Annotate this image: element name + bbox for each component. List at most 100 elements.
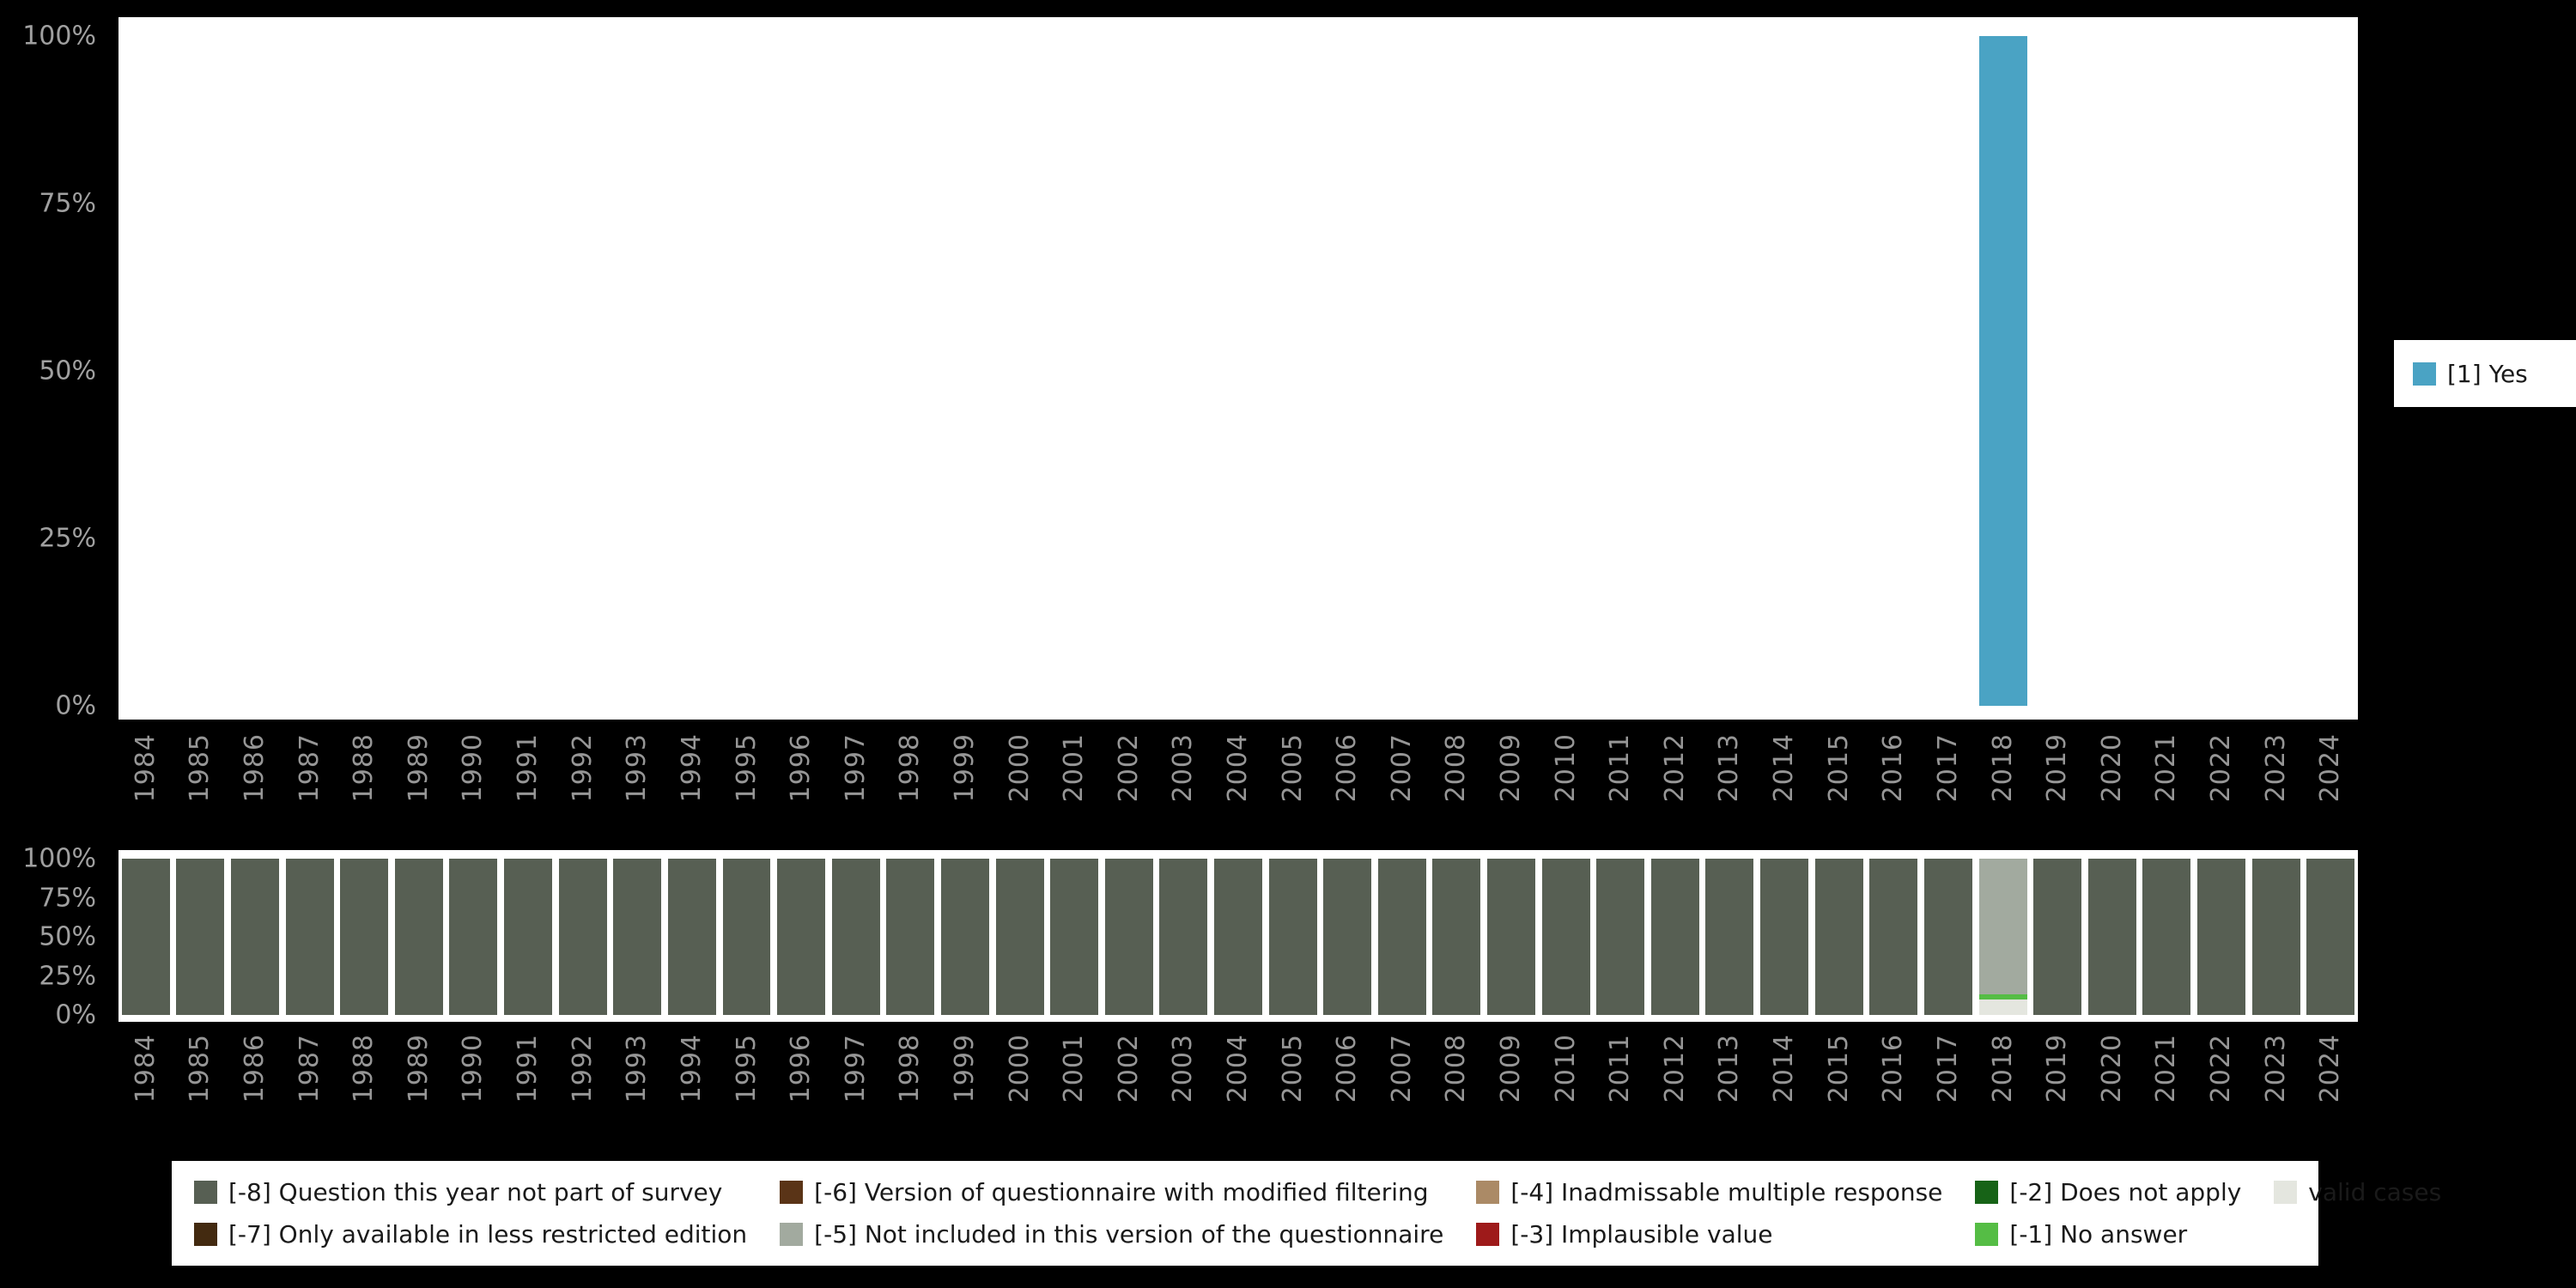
bar-segment[interactable] <box>1323 859 1372 1015</box>
bar-2010[interactable] <box>1542 36 1590 706</box>
bar-2009[interactable] <box>1487 859 1536 1015</box>
bar-1997[interactable] <box>832 36 880 706</box>
bar-1999[interactable] <box>941 36 989 706</box>
bar-segment[interactable] <box>831 859 880 1015</box>
bar-2012[interactable] <box>1650 859 1699 1015</box>
bar-segment[interactable] <box>1760 859 1809 1015</box>
bar-2017[interactable] <box>1924 36 1972 706</box>
bar-segment[interactable] <box>285 859 334 1015</box>
bar-segment[interactable] <box>1432 859 1481 1015</box>
bar-2013[interactable] <box>1705 859 1754 1015</box>
bar-2004[interactable] <box>1214 36 1262 706</box>
bar-segment[interactable] <box>1596 859 1645 1015</box>
bar-2013[interactable] <box>1705 36 1753 706</box>
bar-segment[interactable] <box>1487 859 1536 1015</box>
bar-2006[interactable] <box>1323 859 1372 1015</box>
bar-segment[interactable] <box>2251 859 2300 1015</box>
bar-segment[interactable] <box>2142 859 2191 1015</box>
bar-1986[interactable] <box>231 859 279 1015</box>
bar-1995[interactable] <box>722 859 771 1015</box>
bar-segment[interactable] <box>1978 999 2027 1015</box>
bar-segment[interactable] <box>340 859 389 1015</box>
bar-2008[interactable] <box>1432 859 1481 1015</box>
bar-2011[interactable] <box>1596 36 1644 706</box>
bar-segment[interactable] <box>449 859 498 1015</box>
bar-1986[interactable] <box>231 36 279 706</box>
bar-segment[interactable] <box>940 859 989 1015</box>
bar-1985[interactable] <box>176 36 224 706</box>
bar-segment[interactable] <box>886 859 935 1015</box>
bar-segment[interactable] <box>777 859 826 1015</box>
bar-1992[interactable] <box>558 859 607 1015</box>
bar-2016[interactable] <box>1869 36 1917 706</box>
bar-1989[interactable] <box>394 859 443 1015</box>
bar-1991[interactable] <box>504 36 552 706</box>
bar-segment[interactable] <box>2306 859 2355 1015</box>
bar-2014[interactable] <box>1760 36 1808 706</box>
bar-2021[interactable] <box>2142 859 2191 1015</box>
bar-1989[interactable] <box>395 36 443 706</box>
bar-2024[interactable] <box>2306 36 2354 706</box>
bar-2019[interactable] <box>2033 859 2082 1015</box>
bar-2022[interactable] <box>2196 859 2245 1015</box>
bar-segment[interactable] <box>1050 859 1099 1015</box>
bar-2023[interactable] <box>2252 36 2300 706</box>
bar-2010[interactable] <box>1541 859 1590 1015</box>
bar-2020[interactable] <box>2088 36 2136 706</box>
bar-segment[interactable] <box>1814 859 1863 1015</box>
bar-2020[interactable] <box>2087 859 2136 1015</box>
bar-2018[interactable] <box>1978 859 2027 1015</box>
bar-2024[interactable] <box>2306 859 2355 1015</box>
bar-2000[interactable] <box>995 859 1044 1015</box>
bar-2017[interactable] <box>1923 859 1972 1015</box>
bar-2005[interactable] <box>1269 36 1317 706</box>
bar-segment[interactable] <box>1869 859 1918 1015</box>
bar-2009[interactable] <box>1487 36 1535 706</box>
bar-2008[interactable] <box>1432 36 1480 706</box>
bar-2011[interactable] <box>1596 859 1645 1015</box>
bar-segment[interactable] <box>1923 859 1972 1015</box>
bar-segment[interactable] <box>504 859 553 1015</box>
bar-2018[interactable] <box>1978 36 2027 706</box>
bar-segment[interactable] <box>1978 994 2027 999</box>
bar-segment[interactable] <box>176 859 225 1015</box>
bar-segment[interactable] <box>1377 859 1426 1015</box>
bar-segment[interactable] <box>231 859 279 1015</box>
bar-1988[interactable] <box>340 36 388 706</box>
bar-2003[interactable] <box>1159 36 1207 706</box>
bar-1996[interactable] <box>777 36 825 706</box>
bar-1997[interactable] <box>831 859 880 1015</box>
bar-2002[interactable] <box>1105 36 1153 706</box>
bar-1996[interactable] <box>777 859 826 1015</box>
bar-1993[interactable] <box>613 859 662 1015</box>
bar-2012[interactable] <box>1651 36 1699 706</box>
bar-1994[interactable] <box>668 36 716 706</box>
bar-2004[interactable] <box>1214 859 1262 1015</box>
bar-2007[interactable] <box>1377 859 1426 1015</box>
bar-1993[interactable] <box>613 36 661 706</box>
bar-2019[interactable] <box>2033 36 2081 706</box>
bar-segment[interactable] <box>1978 36 2027 706</box>
bar-segment[interactable] <box>613 859 662 1015</box>
bar-segment[interactable] <box>2196 859 2245 1015</box>
bar-segment[interactable] <box>1214 859 1262 1015</box>
bar-segment[interactable] <box>394 859 443 1015</box>
bar-segment[interactable] <box>1650 859 1699 1015</box>
bar-1999[interactable] <box>940 859 989 1015</box>
bar-segment[interactable] <box>121 859 170 1015</box>
bar-2007[interactable] <box>1378 36 1426 706</box>
bar-segment[interactable] <box>1541 859 1590 1015</box>
bar-1985[interactable] <box>176 859 225 1015</box>
bar-segment[interactable] <box>1705 859 1754 1015</box>
bar-2001[interactable] <box>1050 36 1098 706</box>
bar-1988[interactable] <box>340 859 389 1015</box>
bar-2002[interactable] <box>1104 859 1153 1015</box>
bar-1990[interactable] <box>449 859 498 1015</box>
bar-1990[interactable] <box>449 36 497 706</box>
bar-2015[interactable] <box>1815 36 1863 706</box>
bar-segment[interactable] <box>1978 859 2027 995</box>
bar-segment[interactable] <box>558 859 607 1015</box>
bar-segment[interactable] <box>2087 859 2136 1015</box>
bar-segment[interactable] <box>667 859 716 1015</box>
bar-segment[interactable] <box>1268 859 1317 1015</box>
